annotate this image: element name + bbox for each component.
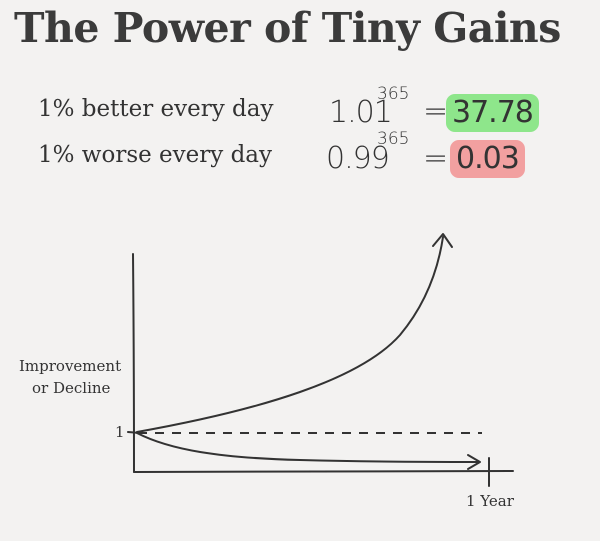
worse-row-exponent: 365: [377, 129, 410, 149]
y-axis: [132, 253, 135, 473]
page-title: The Power of Tiny Gains: [14, 4, 561, 52]
worse-row-equals: =: [423, 141, 449, 176]
better-row-equals: =: [423, 94, 449, 129]
y-axis-label-line1: Improvement: [19, 357, 122, 375]
decline-curve: [136, 432, 479, 463]
x-tick-label: 1 Year: [466, 492, 514, 510]
better-row-exponent: 365: [377, 84, 410, 104]
decline-arrowhead-icon: [467, 454, 481, 470]
better-row-result: 37.78: [446, 94, 539, 132]
x-axis: [133, 470, 514, 473]
worse-row-result: 0.03: [450, 140, 525, 178]
better-row-label: 1% better every day: [38, 96, 274, 122]
better-row-base: 1.01: [329, 95, 393, 130]
worse-row-label: 1% worse every day: [38, 142, 272, 168]
y-tick-label: 1: [115, 423, 125, 441]
y-axis-label-line2: or Decline: [32, 379, 111, 397]
growth-arrowhead-icon: [432, 233, 453, 248]
worse-row-base: 0.99: [326, 141, 390, 176]
growth-curve: [136, 236, 444, 433]
